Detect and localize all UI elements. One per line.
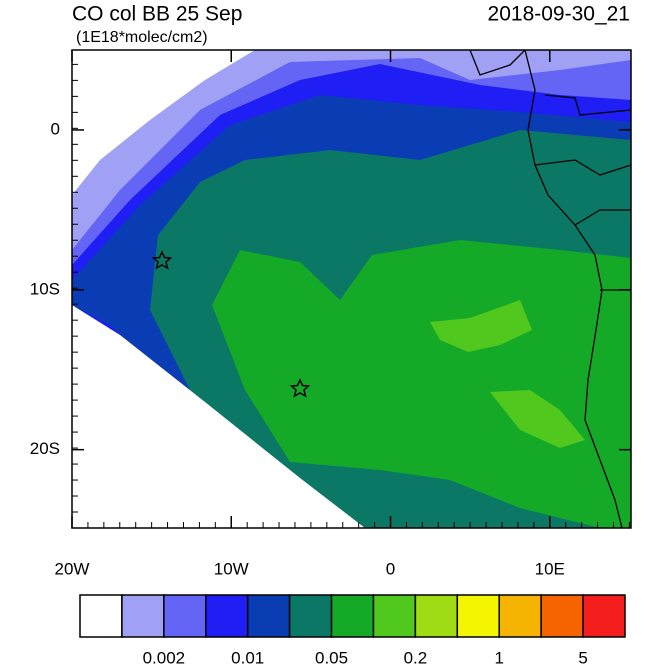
- x-tick-label: 10E: [535, 559, 565, 578]
- x-tick-label: 10W: [214, 559, 249, 578]
- colorbar-box: [372, 594, 417, 638]
- units: (1E18*molec/cm2): [76, 29, 208, 46]
- y-tick-label: 10S: [30, 279, 60, 298]
- colorbar-box: [330, 594, 375, 638]
- colorbar-box: [246, 594, 291, 638]
- colorbar-box: [163, 594, 207, 638]
- colorbar-box: [414, 594, 459, 638]
- colorbar-label: 0.05: [315, 648, 348, 667]
- colorbar-box: [582, 594, 626, 638]
- colorbar-box: [456, 594, 500, 638]
- time: 2018-09-30_21: [488, 3, 630, 26]
- colorbar-label: 0.002: [143, 648, 186, 667]
- field: [72, 50, 631, 528]
- colorbar-label: 0.2: [404, 648, 428, 667]
- colorbar-box: [121, 594, 165, 638]
- x-tick-label: 20W: [55, 559, 90, 578]
- map-frame: [71, 49, 632, 529]
- x-tick-label: 0: [386, 559, 395, 578]
- colorbar-label: 1: [494, 648, 503, 667]
- title: CO col BB 25 Sep: [72, 3, 242, 26]
- y-tick-label: 20S: [30, 439, 60, 458]
- colorbar-box: [540, 594, 584, 638]
- colorbar-label: 5: [578, 648, 587, 667]
- colorbar-box: [498, 594, 542, 638]
- colorbar-label: 0.01: [231, 648, 264, 667]
- colorbar-box: [205, 594, 249, 638]
- y-tick-label: 0: [51, 119, 60, 138]
- colorbar-box: [79, 594, 123, 638]
- colorbar-box: [288, 594, 333, 638]
